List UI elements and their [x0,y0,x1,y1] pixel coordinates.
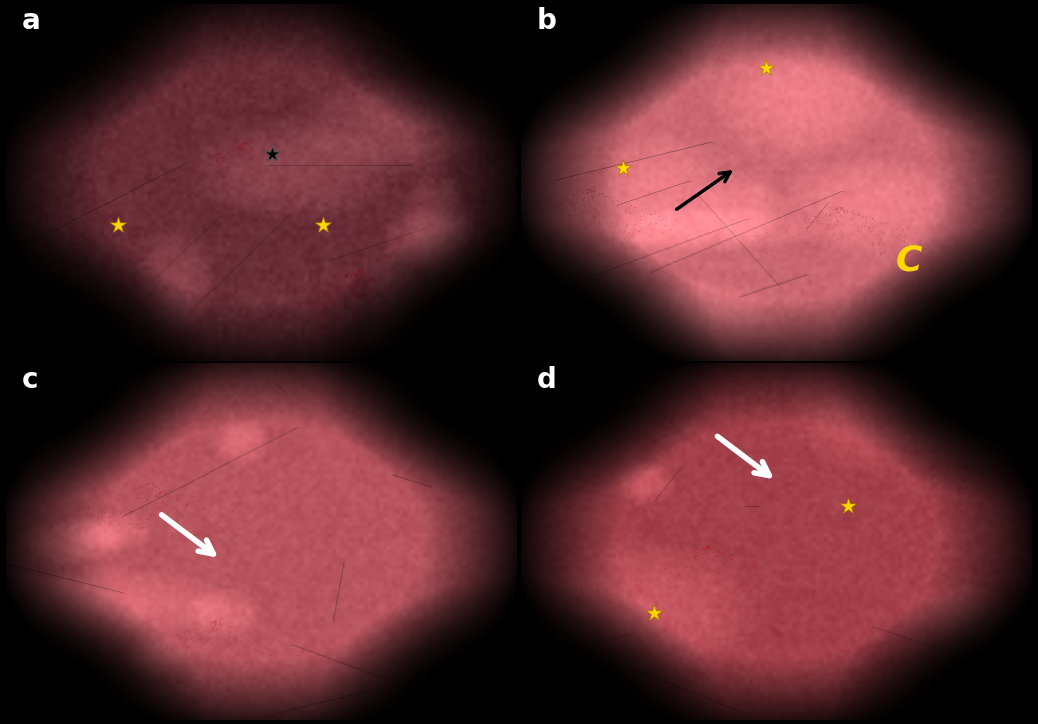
Text: c: c [22,366,37,395]
Text: a: a [22,7,40,35]
Point [315,219,331,231]
Point [840,500,856,512]
Point [110,219,127,231]
Point [758,62,774,74]
Text: b: b [537,7,556,35]
Point [264,148,280,160]
Point [646,607,662,619]
Text: d: d [537,366,556,395]
Text: C: C [896,244,923,278]
Point [614,162,631,174]
